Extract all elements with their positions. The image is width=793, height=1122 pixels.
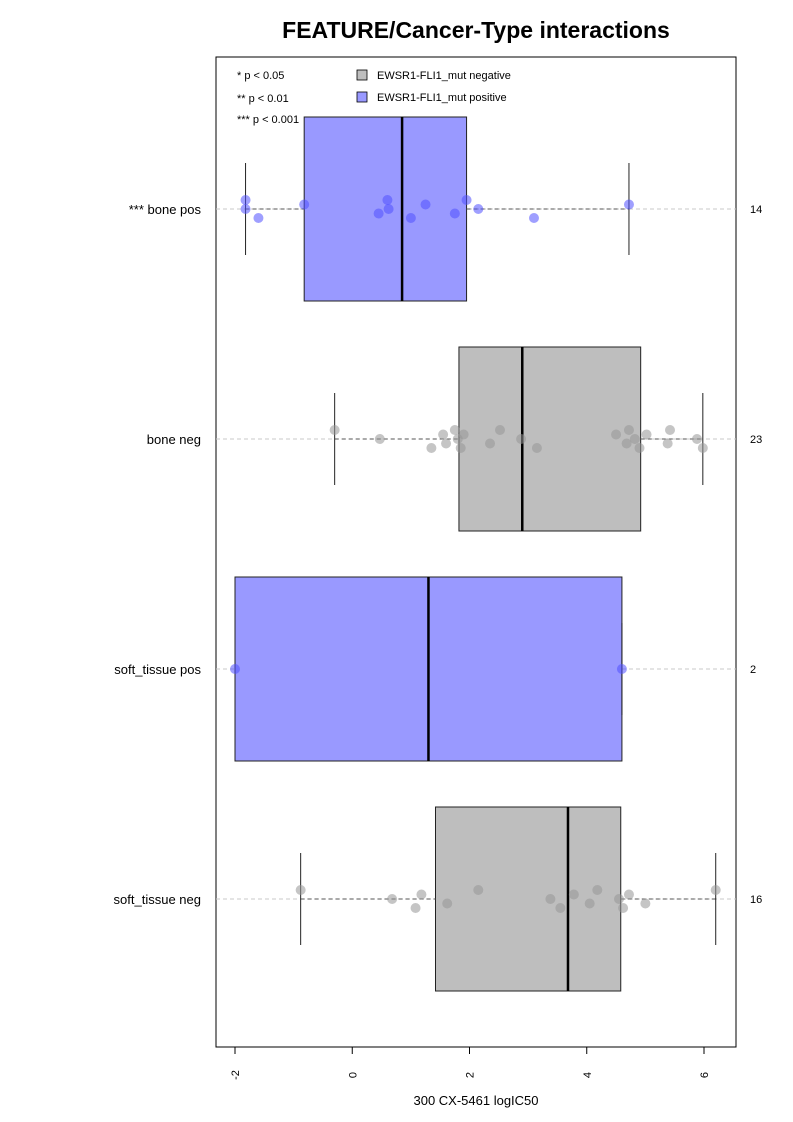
group-count: 16 (750, 894, 762, 906)
box-group: bone neg 23 (147, 346, 762, 532)
x-axis-label: 300 CX-5461 logIC50 (413, 1093, 538, 1108)
data-point (640, 898, 651, 909)
box-group: soft_tissue pos 2 (114, 576, 756, 762)
legend-label-negative: EWSR1-FLI1_mut negative (377, 70, 511, 82)
group-label: soft_tissue pos (114, 662, 201, 677)
data-point (555, 903, 566, 913)
data-point (329, 425, 340, 435)
data-point (387, 894, 398, 904)
data-point (621, 438, 632, 449)
data-point (449, 425, 460, 435)
x-tick-label: 6 (699, 1072, 711, 1078)
data-point (383, 204, 394, 214)
series-legend: EWSR1-FLI1_mut negative EWSR1-FLI1_mut p… (356, 69, 511, 104)
data-point (664, 425, 675, 435)
data-point (584, 898, 595, 909)
data-point (438, 429, 449, 440)
data-point (449, 208, 460, 219)
legend-swatch-negative (356, 69, 368, 81)
data-point (253, 213, 264, 223)
data-point (405, 213, 416, 223)
x-axis: -2 0 2 4 6 (230, 1046, 711, 1080)
data-point (410, 903, 421, 913)
box (434, 806, 622, 992)
box-group: *** bone pos 14 (129, 116, 762, 302)
data-point (420, 199, 431, 210)
data-point (616, 664, 627, 674)
data-point (416, 889, 427, 900)
group-count: 14 (750, 204, 762, 216)
data-point (629, 434, 640, 444)
data-point (295, 885, 306, 895)
data-point (458, 429, 469, 440)
data-point (618, 903, 629, 913)
data-point (373, 208, 384, 219)
significance-legend-item: * p < 0.05 (237, 70, 284, 82)
data-point (442, 898, 453, 909)
data-point (691, 434, 702, 444)
data-point (623, 425, 634, 435)
x-tick-label: 2 (465, 1072, 477, 1078)
box-groups: *** bone pos 14 bone neg 23 soft_tissue pos 2… (114, 116, 762, 992)
data-point (455, 443, 466, 453)
group-label: *** bone pos (129, 202, 202, 217)
data-point (545, 894, 556, 904)
box (458, 346, 642, 532)
data-point (230, 664, 240, 674)
data-point (641, 429, 652, 440)
data-point (623, 199, 634, 210)
data-point (441, 438, 452, 449)
data-point (473, 204, 484, 214)
x-tick-label: -2 (230, 1070, 242, 1080)
group-label: soft_tissue neg (114, 892, 201, 907)
data-point (426, 443, 437, 453)
significance-legend: * p < 0.05 ** p < 0.01 *** p < 0.001 (237, 70, 299, 126)
data-point (613, 894, 624, 904)
group-count: 23 (750, 434, 762, 446)
data-point (634, 443, 645, 453)
data-point (662, 438, 673, 449)
box-group: soft_tissue neg 16 (114, 806, 762, 992)
data-point (240, 204, 251, 214)
data-point (528, 213, 539, 223)
data-point (710, 885, 721, 895)
data-point (382, 195, 393, 205)
data-point (568, 889, 579, 900)
data-point (374, 434, 385, 444)
data-point (494, 425, 505, 435)
group-label: bone neg (147, 432, 201, 447)
data-point (240, 195, 251, 205)
legend-label-positive: EWSR1-FLI1_mut positive (377, 92, 507, 104)
data-point (697, 443, 708, 453)
data-point (531, 443, 542, 453)
data-point (473, 885, 484, 895)
significance-legend-item: ** p < 0.01 (237, 93, 289, 105)
group-count: 2 (750, 664, 756, 676)
x-tick-label: 0 (347, 1072, 359, 1078)
data-point (516, 434, 527, 444)
data-point (485, 438, 496, 449)
data-point (623, 889, 634, 900)
legend-swatch-positive (356, 91, 368, 103)
chart-title: FEATURE/Cancer-Type interactions (282, 17, 670, 43)
data-point (611, 429, 622, 440)
data-point (461, 195, 472, 205)
data-point (592, 885, 603, 895)
data-point (299, 199, 310, 210)
significance-legend-item: *** p < 0.001 (237, 114, 299, 126)
x-tick-label: 4 (582, 1072, 594, 1078)
